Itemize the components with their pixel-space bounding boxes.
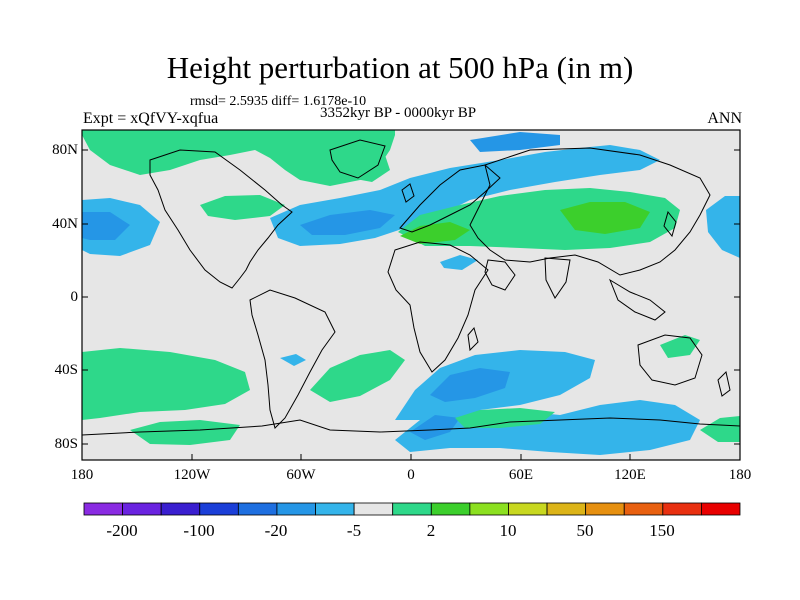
contour-cyan-npacific-east — [706, 196, 740, 258]
coast-arabia — [484, 259, 516, 291]
contour-green-southern — [455, 408, 555, 428]
colorbar-swatch — [392, 502, 432, 516]
colorbar-swatch — [199, 502, 239, 516]
colorbar-swatch — [353, 502, 394, 516]
lon-label-120e: 120E — [614, 467, 646, 483]
lat-label-40n: 40N — [52, 216, 78, 232]
lat-label-0: 0 — [70, 289, 79, 305]
coast-south-america — [249, 289, 336, 429]
colorbar-swatch — [430, 502, 471, 516]
coast-india — [544, 257, 571, 299]
colorbar-swatch — [585, 502, 625, 516]
contour-green-antarctica-east — [700, 416, 740, 442]
colorbar-swatch — [546, 502, 587, 516]
coast-se-asia — [608, 278, 666, 321]
coast-north-america — [149, 149, 293, 289]
lon-label-180w: 180 — [70, 467, 94, 483]
colorbar-label: -20 — [264, 521, 288, 540]
lon-label-120w: 120W — [173, 467, 211, 483]
stats-text: rmsd= 2.5935 diff= 1.6178e-10 — [190, 94, 367, 109]
lon-label-0: 0 — [407, 467, 415, 483]
map-title: Height perturbation at 500 hPa (in m) — [166, 50, 634, 85]
colorbar-label: 50 — [576, 521, 594, 540]
lat-label-80n: 80N — [52, 142, 78, 158]
colorbar-swatch — [508, 502, 548, 516]
contour-brightgreen-asia — [560, 202, 650, 234]
colorbar-swatch — [623, 502, 664, 516]
contour-green-spacific — [82, 348, 250, 420]
coast-uk — [401, 183, 415, 203]
season-label: ANN — [707, 110, 742, 127]
lat-label-40s: 40S — [54, 362, 78, 378]
colorbar-swatch — [160, 502, 201, 516]
coast-australia — [637, 334, 703, 386]
lon-label-180e: 180 — [728, 467, 752, 483]
coast-madagascar — [467, 326, 479, 352]
lon-label-60e: 60E — [508, 467, 534, 483]
coast-new-zealand — [717, 371, 731, 397]
colorbar-label: 10 — [499, 521, 517, 540]
colorbar-swatch — [315, 502, 355, 516]
colorbar-label: 2 — [426, 521, 436, 540]
colorbar-swatch — [237, 502, 278, 516]
colorbar-swatch — [469, 502, 509, 516]
colorbar-swatch — [662, 502, 702, 516]
contour-green-antarctica-west — [130, 420, 240, 445]
contour-blue-sindian — [430, 368, 510, 402]
axis-ticks — [81, 149, 741, 460]
coastlines — [82, 139, 740, 436]
contour-blue-north-east — [470, 132, 560, 152]
contour-cyan-sam — [280, 354, 306, 366]
colorbar — [83, 502, 741, 516]
contour-green-arctic — [82, 130, 395, 186]
contour-blue-north — [300, 210, 395, 235]
coast-africa — [387, 241, 489, 373]
coast-antarctica — [82, 417, 740, 436]
contour-green-seasia — [660, 335, 700, 358]
experiment-label: Expt = xQfVY-xqfua — [83, 110, 219, 127]
colorbar-swatch — [701, 502, 741, 516]
coast-europe — [399, 164, 501, 233]
lon-label-60w: 60W — [286, 467, 316, 483]
coast-greenland — [329, 139, 386, 179]
contour-green-greenland — [338, 145, 390, 182]
colorbar-label: 150 — [649, 521, 675, 540]
contour-green-satlantic — [310, 350, 405, 402]
contour-brightgreen-eurasia — [400, 222, 470, 244]
colorbar-label: -200 — [106, 521, 138, 540]
colorbar-swatch — [276, 502, 316, 516]
contour-blue-southern — [410, 415, 460, 440]
colorbar-swatch — [122, 502, 162, 516]
lat-label-80s: 80S — [54, 436, 78, 452]
contour-cyan-mideast — [440, 255, 478, 270]
colorbar-label: -100 — [183, 521, 215, 540]
period-text: 3352kyr BP - 0000kyr BP — [320, 105, 477, 121]
coast-asia — [469, 147, 711, 276]
contour-green-nw-atlantic — [200, 195, 285, 220]
coast-japan — [663, 210, 677, 238]
colorbar-label: -5 — [346, 521, 362, 540]
contour-blue-npacific-west — [82, 212, 130, 240]
colorbar-swatch — [83, 502, 123, 516]
